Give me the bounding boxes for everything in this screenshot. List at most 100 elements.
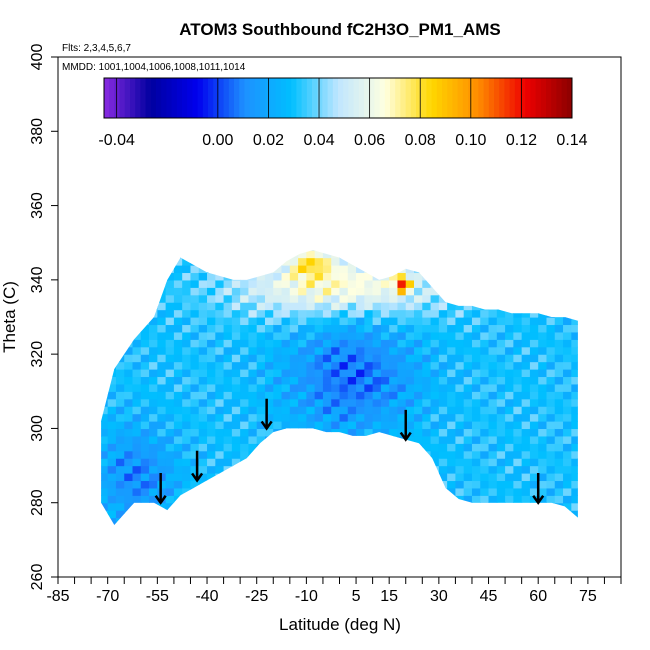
field-cell	[182, 331, 192, 340]
field-cell	[339, 421, 349, 430]
field-cell	[140, 480, 150, 489]
field-cell	[447, 443, 457, 452]
field-cell	[554, 487, 564, 496]
field-cell	[314, 257, 324, 266]
field-cell	[356, 331, 365, 340]
field-cell	[223, 302, 233, 311]
colorbar-segment	[353, 78, 360, 118]
field-cell	[173, 435, 183, 444]
field-cell	[471, 495, 481, 504]
field-cell	[101, 406, 109, 415]
field-cell	[521, 413, 531, 422]
field-cell	[215, 294, 225, 303]
field-cell	[496, 487, 506, 496]
field-cell	[207, 398, 216, 407]
field-cell	[281, 361, 291, 370]
field-cell	[513, 346, 523, 355]
field-cell	[488, 480, 498, 489]
field-cell	[101, 465, 109, 474]
field-cell	[546, 354, 556, 363]
field-cell	[447, 465, 457, 474]
field-cell	[207, 294, 216, 303]
field-cell	[546, 480, 556, 489]
field-cell	[198, 458, 208, 467]
field-cell	[488, 443, 498, 452]
field-layer	[101, 250, 578, 525]
field-cell	[563, 398, 572, 407]
field-cell	[430, 346, 440, 355]
colorbar-segment	[156, 78, 162, 118]
field-cell	[521, 354, 531, 363]
field-cell	[107, 450, 117, 459]
colorbar-segment	[249, 78, 256, 118]
field-cell	[471, 324, 481, 333]
field-cell	[414, 302, 423, 311]
field-cell	[405, 406, 415, 415]
field-cell	[513, 339, 523, 348]
field-cell	[447, 458, 457, 467]
field-cell	[571, 331, 578, 340]
field-cell	[306, 354, 316, 363]
field-cell	[157, 421, 167, 430]
field-cell	[480, 376, 490, 385]
x-axis: -85 -70 -55 -40 -25 -10 5 15 30 45 60 75	[46, 577, 622, 605]
field-cell	[496, 317, 506, 326]
field-cell	[101, 421, 109, 430]
field-cell	[157, 502, 167, 511]
field-cell	[513, 473, 523, 482]
field-cell	[231, 317, 241, 326]
field-cell	[380, 287, 390, 296]
field-cell	[538, 339, 548, 348]
field-cell	[397, 369, 407, 378]
field-cell	[215, 317, 225, 326]
field-cell	[231, 361, 241, 370]
field-cell	[389, 406, 399, 415]
field-cell	[455, 354, 465, 363]
field-cell	[397, 376, 407, 385]
field-cell	[215, 421, 225, 430]
field-cell	[289, 383, 299, 392]
field-cell	[455, 465, 465, 474]
field-cell	[480, 443, 490, 452]
field-cell	[190, 331, 200, 340]
colorbar-segment	[312, 78, 318, 118]
field-cell	[264, 324, 274, 333]
field-cell	[430, 458, 440, 467]
field-cell	[173, 354, 183, 363]
field-cell	[124, 383, 134, 392]
field-cell	[447, 480, 457, 489]
field-cell	[231, 279, 241, 288]
field-cell	[430, 339, 440, 348]
field-cell	[571, 435, 578, 444]
field-cell	[165, 317, 175, 326]
field-cell	[430, 361, 440, 370]
field-cell	[273, 339, 283, 348]
field-cell	[298, 317, 307, 326]
field-cell	[529, 339, 539, 348]
field-cell	[281, 346, 291, 355]
field-cell	[529, 487, 539, 496]
field-cell	[322, 257, 332, 266]
field-cell	[157, 294, 167, 303]
field-cell	[101, 480, 109, 489]
colorbar-segment	[348, 78, 355, 118]
field-cell	[364, 294, 374, 303]
field-cell	[538, 369, 548, 378]
field-cell	[546, 413, 556, 422]
field-cell	[140, 391, 150, 400]
field-cell	[347, 346, 357, 355]
colorbar-segment	[447, 78, 453, 118]
field-cell	[471, 458, 481, 467]
field-cell	[273, 287, 283, 296]
field-cell	[198, 302, 208, 311]
field-cell	[207, 369, 216, 378]
field-cell	[447, 302, 457, 311]
field-cell	[414, 272, 423, 281]
colorbar-segment	[546, 78, 552, 118]
field-cell	[322, 339, 332, 348]
field-cell	[563, 317, 572, 326]
field-cell	[538, 450, 548, 459]
field-cell	[513, 428, 523, 437]
field-cell	[248, 391, 258, 400]
field-cell	[488, 309, 498, 318]
